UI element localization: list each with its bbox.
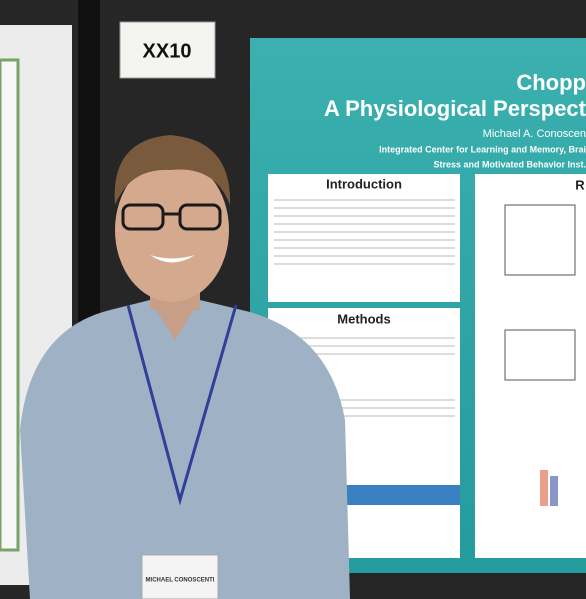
result-bar xyxy=(540,470,548,506)
lanyard xyxy=(126,304,238,506)
poster-affiliation: Stress and Motivated Behavior Inst. xyxy=(433,159,586,169)
sign-text: XX10 xyxy=(143,40,192,62)
poster-affiliation: Integrated Center for Learning and Memor… xyxy=(379,144,586,154)
result-graph xyxy=(504,329,576,381)
badge xyxy=(141,554,219,599)
text-lines xyxy=(274,199,455,417)
poster-subtitle: A Physiological Perspect xyxy=(324,96,586,121)
section-heading: Methods xyxy=(337,311,390,326)
face xyxy=(115,158,229,302)
left-poster-panel xyxy=(0,58,20,552)
badge-name: MICHAEL CONOSCENTI xyxy=(146,578,215,584)
result-graph xyxy=(504,204,576,276)
section-heading: Introduction xyxy=(326,176,402,191)
result-bar xyxy=(550,476,558,506)
intro-panel xyxy=(268,174,460,302)
hair xyxy=(114,135,231,205)
glasses xyxy=(121,203,222,231)
smile xyxy=(150,255,195,263)
section-heading: R xyxy=(575,177,585,192)
results-panel xyxy=(475,174,586,558)
sign-card xyxy=(119,21,216,79)
poster-author: Michael A. Conoscen xyxy=(483,128,586,140)
poster-title: Chopp xyxy=(516,70,586,95)
flow-arrow xyxy=(330,485,460,505)
shirt xyxy=(20,300,350,599)
